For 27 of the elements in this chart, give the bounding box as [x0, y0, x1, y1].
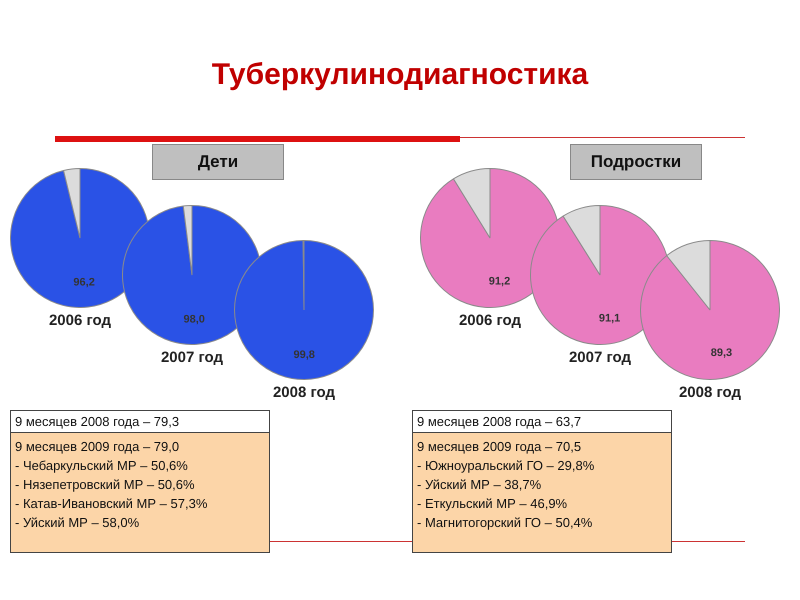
text: - Южноуральский ГО – 29,8%	[417, 457, 596, 475]
text: - Нязепетровский МР – 50,6%	[15, 476, 196, 494]
text: 2008 год	[272, 384, 336, 401]
text: - Чебаркульский МР – 50,6%	[15, 457, 189, 475]
text: - Еткульский МР – 46,9%	[417, 495, 568, 513]
data-label: 91,2	[488, 275, 510, 288]
text: Подростки	[570, 144, 702, 180]
text: Туберкулинодиагностика	[210, 58, 590, 92]
text: - Уйский МР – 58,0%	[15, 514, 140, 532]
text: 2006 год	[458, 312, 522, 329]
text: - Катав-Ивановский МР – 57,3%	[15, 495, 208, 513]
text: Дети	[152, 144, 284, 180]
text: - Магнитогорский ГО – 50,4%	[417, 514, 594, 532]
data-label: 98,0	[183, 314, 205, 326]
text: 9 месяцев 2009 года – 79,0	[15, 438, 180, 456]
text: 2007 год	[160, 349, 224, 366]
text: 2006 год	[48, 312, 112, 329]
text: 9 месяцев 2008 года – 79,3	[11, 411, 269, 433]
data-label: 91,1	[598, 312, 620, 324]
text: 9 месяцев 2008 года – 63,7	[413, 411, 671, 433]
text: 2007 год	[568, 349, 632, 366]
text: 2008 год	[678, 384, 742, 401]
data-label: 89,3	[710, 346, 732, 359]
data-label: 99,8	[294, 348, 315, 361]
text: - Уйский МР – 38,7%	[417, 476, 542, 494]
text: 9 месяцев 2009 года – 70,5	[417, 438, 582, 456]
data-label: 96,2	[73, 276, 95, 289]
